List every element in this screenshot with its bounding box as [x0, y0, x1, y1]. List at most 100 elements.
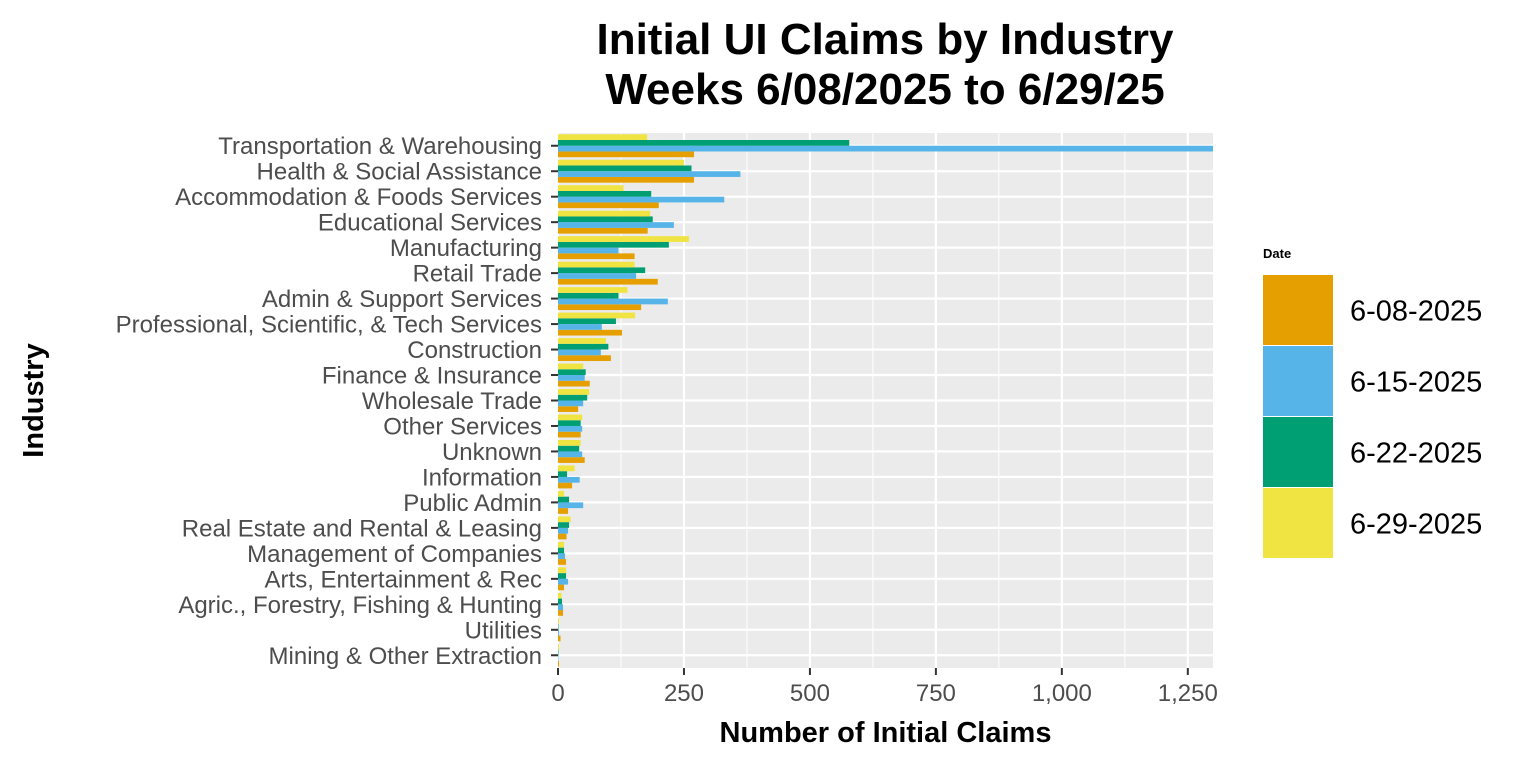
legend: Date 6-08-2025 6-15-2025 6-22-2025 6-29-202…: [1263, 246, 1482, 558]
bar: [558, 624, 559, 630]
category-label: Information: [422, 464, 542, 491]
bar: [558, 635, 561, 642]
bar: [558, 482, 573, 489]
category-label: Management of Companies: [247, 541, 542, 568]
bar: [558, 610, 564, 616]
bar: [558, 176, 695, 183]
bar: [558, 522, 570, 528]
category-label: Accommodation & Foods Services: [175, 184, 542, 211]
bar: [558, 655, 559, 661]
bar: [558, 578, 569, 585]
bar: [558, 380, 590, 387]
bar: [558, 394, 588, 401]
bar: [558, 431, 581, 438]
bar: [558, 369, 586, 376]
bar: [558, 202, 659, 209]
bar: [558, 210, 651, 217]
chart-title-line: Weeks 6/08/2025 to 6/29/25: [605, 65, 1164, 114]
bar: [558, 196, 725, 203]
bar: [558, 420, 581, 426]
bar: [558, 604, 564, 611]
bar: [558, 465, 575, 472]
bar: [558, 241, 669, 248]
x-tick-label: 250: [664, 680, 704, 707]
bar: [558, 236, 689, 242]
chart-title-line: Initial UI Claims by Industry: [596, 15, 1174, 64]
bar: [558, 439, 581, 446]
bar: [558, 278, 658, 285]
x-tick-label: 500: [790, 680, 830, 707]
bar: [558, 508, 569, 514]
bar: [558, 425, 583, 432]
bar: [558, 171, 741, 177]
bar: [558, 287, 628, 293]
bar: [558, 527, 569, 534]
bar: [558, 445, 580, 452]
x-tick-label: 0: [551, 680, 564, 707]
category-label: Manufacturing: [390, 235, 542, 262]
bar: [558, 261, 635, 268]
category-label: Other Services: [383, 413, 542, 440]
bar: [558, 329, 622, 336]
bar: [558, 592, 562, 599]
bar: [558, 584, 565, 591]
bar: [558, 159, 684, 166]
bar: [558, 547, 565, 554]
bar: [558, 629, 560, 636]
bar: [558, 222, 674, 228]
bar: [558, 649, 559, 656]
bar: [558, 151, 695, 158]
bar: [558, 349, 601, 356]
axis-ticks: 0 250 500 750 1,000 1,250: [551, 144, 1218, 707]
x-tick-label: 750: [916, 680, 956, 707]
bar: [558, 553, 566, 560]
bar: [558, 567, 567, 574]
bar: [558, 533, 567, 540]
category-label: Transportation & Warehousing: [218, 133, 542, 160]
legend-key: [1263, 488, 1333, 558]
category-label: Real Estate and Rental & Leasing: [182, 515, 542, 542]
bar: [558, 140, 850, 146]
bar: [558, 253, 635, 260]
x-tick-label: 1,250: [1158, 680, 1218, 707]
bar: [558, 414, 583, 421]
bar: [558, 559, 567, 565]
bar: [558, 541, 565, 548]
bar: [558, 406, 579, 412]
bar: [558, 298, 668, 305]
category-label: Admin & Support Services: [262, 286, 542, 313]
bar: [558, 165, 692, 172]
bar: [558, 502, 584, 509]
bar: [558, 573, 567, 579]
bar: [558, 134, 648, 141]
bar: [558, 292, 619, 299]
legend-key: [1263, 346, 1333, 416]
bar: [558, 375, 585, 381]
bar: [558, 185, 624, 191]
category-label: Construction: [407, 337, 542, 364]
category-label: Agric., Forestry, Fishing & Hunting: [178, 592, 542, 619]
bar: [558, 318, 616, 325]
bar: [558, 471, 568, 477]
bar: [558, 643, 560, 650]
bar: [558, 598, 563, 605]
bars: [558, 134, 1213, 667]
category-label: Mining & Other Extraction: [269, 643, 542, 670]
bar: [558, 476, 580, 483]
bar: [558, 389, 590, 395]
bar: [558, 516, 571, 523]
category-label: Retail Trade: [413, 261, 542, 288]
legend-label: 6-08-2025: [1350, 296, 1482, 328]
category-label: Professional, Scientific, & Tech Service…: [116, 312, 542, 339]
bar: [558, 145, 1213, 152]
bar: [558, 227, 648, 234]
bar: [558, 400, 584, 407]
bar: [558, 451, 583, 458]
x-tick-label: 1,000: [1032, 680, 1092, 707]
bar: [558, 363, 584, 370]
bar: [558, 457, 585, 463]
legend-key: [1263, 275, 1333, 345]
bar: [558, 660, 560, 667]
